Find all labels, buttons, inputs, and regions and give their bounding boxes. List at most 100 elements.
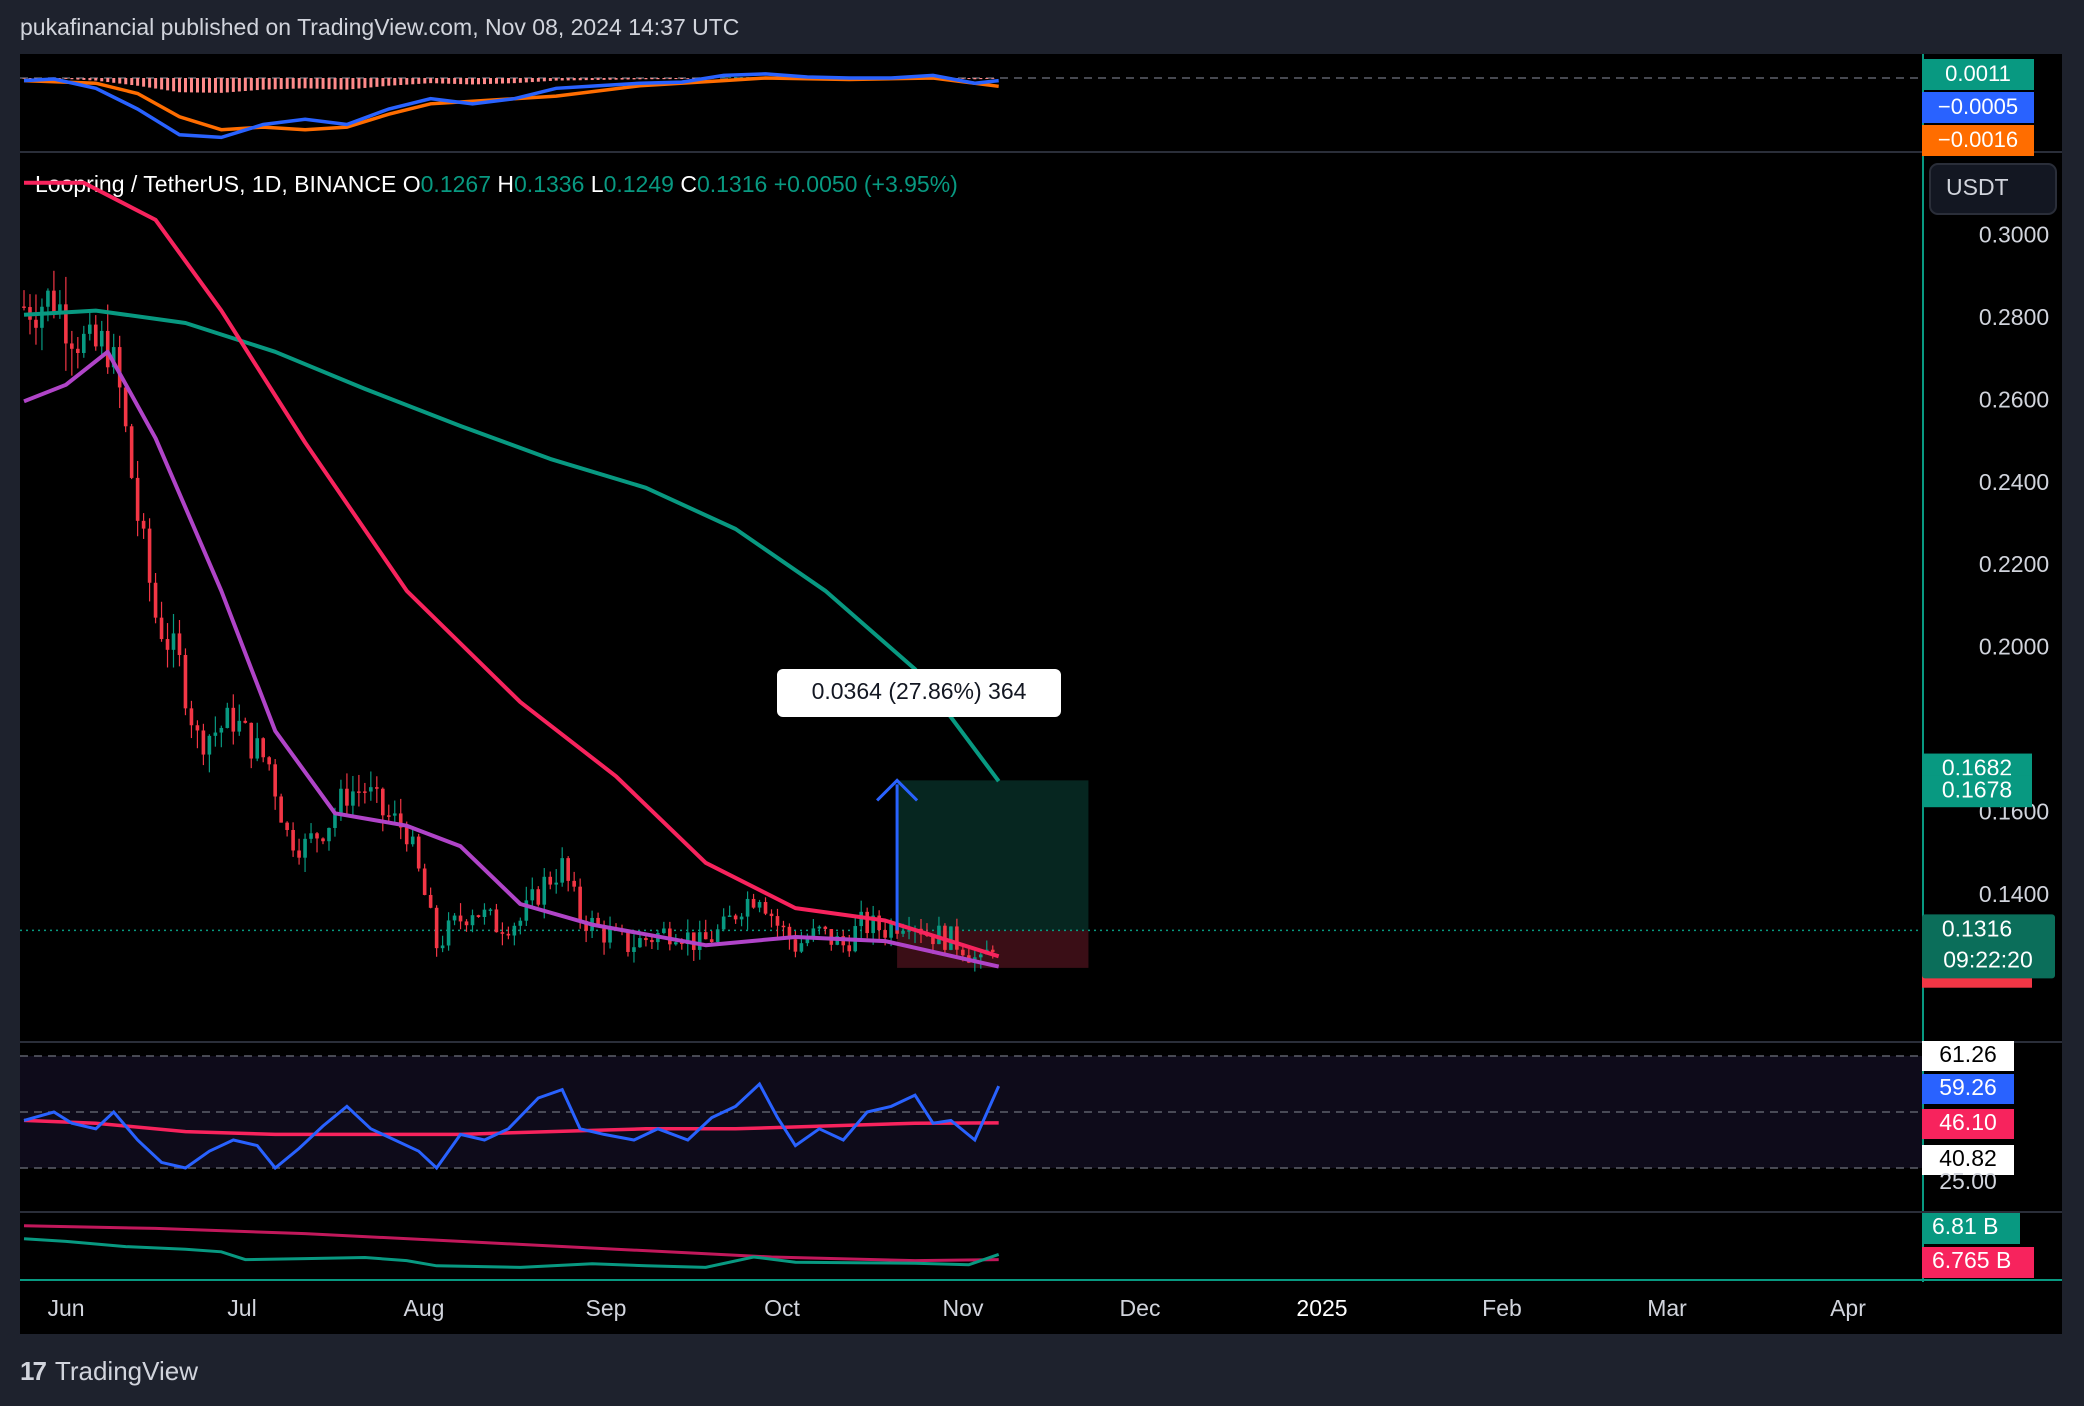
macd-value-badge (1922, 59, 2034, 90)
rsi-value-label: 40.82 (1939, 1145, 1997, 1171)
candle-body (452, 915, 457, 921)
moving-average-200 (23, 308, 1001, 783)
currency-button[interactable] (1929, 163, 2057, 215)
currency-button-label: USDT (1946, 174, 2009, 200)
candle-body (805, 939, 810, 944)
candle-body (674, 942, 678, 945)
price-tick-label: 0.2800 (1979, 304, 2049, 330)
candle-body (560, 858, 564, 883)
price-tick-label: 0.1400 (1979, 881, 2049, 907)
candle-body (333, 813, 337, 828)
time-axis-label: Jun (47, 1295, 84, 1321)
candle-body (817, 926, 822, 929)
candle-body (416, 836, 421, 869)
candle-body (183, 655, 188, 709)
candle-body (141, 520, 146, 529)
price-tick-label: 0.2000 (1979, 634, 2049, 660)
candle-body (530, 889, 535, 901)
candle-body (339, 788, 343, 814)
tradingview-logo-icon: 17 (20, 1356, 47, 1386)
time-axis-label: Nov (943, 1295, 984, 1321)
candle-body (775, 916, 780, 926)
candle-body (189, 708, 194, 726)
candle-body (201, 730, 206, 755)
candle-body (602, 925, 606, 943)
candle-body (650, 940, 654, 943)
rsi-ma-line (23, 1118, 999, 1137)
candle-body (46, 290, 50, 307)
candle-body (847, 945, 852, 952)
candle-body (279, 796, 283, 823)
candle-body (129, 426, 134, 478)
candle-body (369, 787, 373, 792)
candle-body (506, 933, 511, 936)
candle-body (524, 900, 529, 921)
candle-body (422, 868, 427, 895)
candle-body (739, 916, 744, 920)
price-badge (1922, 775, 2032, 808)
measure-arrowhead-icon (876, 778, 919, 802)
candle-body (542, 876, 547, 905)
candle-body (135, 477, 140, 521)
candle-body (303, 838, 307, 858)
candle-body (901, 930, 905, 934)
publisher-line: pukafinancial published on TradingView.c… (20, 14, 740, 40)
time-axis-label: 2025 (1296, 1295, 1347, 1321)
candle-body (518, 920, 523, 926)
candle-body (225, 707, 230, 728)
candle-body (536, 889, 541, 905)
candle-body (889, 923, 893, 938)
obv-value-label: 6.81 B (1932, 1213, 1999, 1239)
candle-body (255, 738, 260, 759)
candle-body (285, 822, 289, 830)
candle-body (751, 898, 756, 908)
candle-body (58, 304, 62, 314)
time-axis-pane (20, 1282, 2062, 1334)
candle-body (476, 915, 481, 917)
time-axis-label: Sep (586, 1295, 627, 1321)
time-axis-label: Jul (227, 1295, 256, 1321)
candle-body (375, 787, 379, 789)
moving-average-100 (24, 180, 1000, 959)
candle-body (596, 917, 600, 926)
candle-body (488, 909, 493, 911)
candle-body (626, 931, 630, 952)
candle-body (70, 343, 74, 349)
time-axis-label: Apr (1830, 1295, 1866, 1321)
candle-body (877, 915, 881, 931)
candle-body (117, 347, 122, 388)
price-axis-border (1922, 54, 1924, 1320)
rsi-value-badge (1922, 1145, 2014, 1175)
candle-body (727, 915, 732, 917)
obv-ma-line (23, 1224, 999, 1263)
candle-body (907, 930, 911, 932)
candle-body (243, 720, 248, 723)
candle-body (123, 387, 128, 427)
candle-body (709, 939, 714, 943)
candle-body (464, 921, 469, 926)
candle-body (715, 929, 720, 943)
candle-body (261, 738, 265, 758)
macd-value-label: −0.0005 (1938, 94, 2018, 119)
target-zone[interactable] (897, 780, 1089, 931)
candle-body (392, 813, 397, 816)
price-tick-label: 0.2600 (1979, 386, 2049, 412)
candle-body (207, 735, 212, 755)
candle-body (171, 633, 176, 650)
candle-body (404, 827, 409, 845)
candle-body (111, 347, 116, 368)
candle-body (662, 928, 666, 934)
candle-body (883, 930, 887, 938)
candle-body (757, 901, 762, 908)
candle-body (458, 915, 463, 922)
candle-body (793, 939, 798, 952)
measure-label-box[interactable] (777, 669, 1061, 717)
macd-value-badge (1922, 92, 2034, 123)
brand-name: TradingView (54, 1356, 198, 1386)
candle-body (40, 306, 44, 328)
obv-value-label: 6.765 B (1932, 1247, 2011, 1273)
candle-body (608, 929, 612, 943)
candle-body (153, 582, 158, 618)
candle-body (554, 882, 559, 885)
